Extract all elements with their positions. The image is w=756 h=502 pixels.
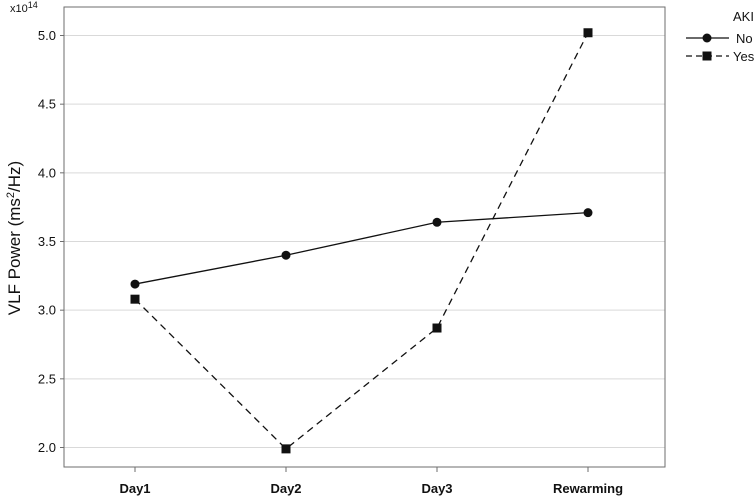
- y-tick-label: 5.0: [38, 28, 56, 43]
- x-tick-label: Rewarming: [553, 481, 623, 496]
- legend: AKI No Yes: [686, 9, 755, 64]
- data-point-no: [583, 208, 593, 218]
- y-axis-label: VLF Power (ms2/Hz): [5, 161, 24, 315]
- grid-lines: [64, 35, 665, 448]
- data-point-yes: [583, 28, 593, 38]
- legend-title: AKI: [733, 9, 754, 24]
- data-point-no: [432, 217, 442, 227]
- y-tick-label: 3.5: [38, 234, 56, 249]
- y-tick-label: 2.0: [38, 440, 56, 455]
- y-tick-label: 4.0: [38, 165, 56, 180]
- legend-marker-no: [702, 33, 712, 43]
- data-point-no: [281, 250, 291, 260]
- legend-label-no: No: [736, 31, 753, 46]
- legend-label-yes: Yes: [733, 49, 755, 64]
- series-line-yes: [134, 32, 589, 450]
- x-tick-label: Day2: [270, 481, 301, 496]
- data-point-yes: [130, 294, 140, 304]
- y-tick-label: 2.5: [38, 371, 56, 386]
- y-axis-ticks: 2.0 2.5 3.0 3.5 4.0 4.5 5.0: [38, 28, 64, 455]
- series-layer: [130, 28, 593, 454]
- y-tick-label: 3.0: [38, 303, 56, 318]
- series-line-no: [134, 212, 589, 285]
- data-point-yes: [432, 323, 442, 333]
- plot-frame: [63, 6, 666, 468]
- legend-marker-yes: [702, 51, 712, 61]
- y-tick-label: 4.5: [38, 97, 56, 112]
- data-point-yes: [281, 444, 291, 454]
- x-axis-ticks: Day1 Day2 Day3 Rewarming: [119, 467, 623, 496]
- data-point-no: [130, 279, 140, 289]
- y-exponent-label: x1014: [10, 0, 38, 15]
- x-tick-label: Day1: [119, 481, 150, 496]
- x-tick-label: Day3: [421, 481, 452, 496]
